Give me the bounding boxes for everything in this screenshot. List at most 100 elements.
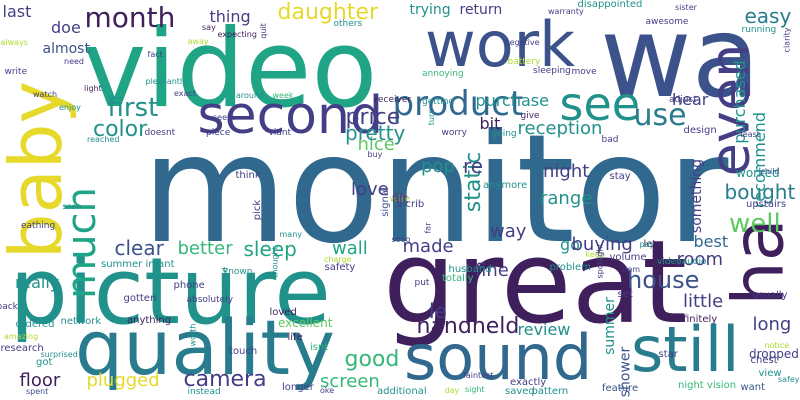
word-use: use <box>633 98 687 133</box>
word-love: love <box>351 179 389 200</box>
word-still: still <box>631 313 740 386</box>
word-sight: sight <box>465 385 485 394</box>
word-day: day <box>444 386 460 395</box>
word-around: around <box>236 91 265 100</box>
word-set: set <box>617 289 633 300</box>
word-told: told <box>220 267 230 283</box>
word-really: really <box>15 273 60 292</box>
word-want: want <box>740 382 766 393</box>
word-watch: watch <box>33 90 58 99</box>
word-daughter: daughter <box>277 0 379 25</box>
word-way: way <box>490 221 527 242</box>
word-exact: exact <box>174 89 196 98</box>
word-aft: aft <box>393 194 407 205</box>
word-usually: usually <box>752 290 788 301</box>
word-others: others <box>333 18 363 29</box>
word-volume: volume <box>609 252 647 263</box>
word-doe: doe <box>51 18 81 37</box>
word-anymore: anymore <box>483 180 528 191</box>
word-buy: buy <box>367 150 383 159</box>
word-additional: additional <box>377 386 427 397</box>
word-soon: soon <box>62 202 82 211</box>
word-longer: longer <box>282 382 314 393</box>
word-last: last <box>2 2 32 21</box>
word-camera: camera <box>183 367 267 392</box>
word-second: second <box>197 86 383 146</box>
word-absolutely: absolutely <box>186 294 234 305</box>
word-charge: charge <box>324 255 352 264</box>
word-turn: turn <box>427 108 437 126</box>
word-amazing: amazing <box>4 332 39 341</box>
word-stay: stay <box>609 171 631 182</box>
word-phone: phone <box>173 280 205 291</box>
word-item: item <box>622 265 641 274</box>
word-safety: safety <box>324 262 356 273</box>
word-reached: reached <box>87 135 120 144</box>
word-sooo: sooo <box>391 235 411 244</box>
word-picture: picture <box>9 238 331 345</box>
word-thing: thing <box>209 7 251 26</box>
word-work: work <box>425 8 576 81</box>
word-fact: fact <box>147 50 163 59</box>
word-feature: feature <box>602 383 639 394</box>
word-seem: seem <box>213 113 235 122</box>
word-range: range <box>540 188 593 209</box>
word-warranty: warranty <box>548 7 584 16</box>
word-monitor: monitor <box>141 103 729 277</box>
word-sleeping: sleeping <box>533 65 571 76</box>
word-clarity: clarity <box>781 27 791 53</box>
word-pack: pack <box>0 301 18 312</box>
word-video: video <box>82 7 378 132</box>
word-light: light <box>84 84 102 93</box>
word-gotten: gotten <box>123 293 157 304</box>
word-piece: piece <box>206 127 231 138</box>
word-anything: anything <box>127 315 172 326</box>
word-move: move <box>571 66 597 77</box>
word-pleasantly: pleasantly <box>145 77 187 86</box>
word-isnt: isnt <box>310 342 329 353</box>
word-receiver: receiver <box>374 94 412 105</box>
word-safey: safey <box>778 375 800 384</box>
word-ordered: ordered <box>15 319 55 330</box>
word-upstairs: upstairs <box>746 199 787 210</box>
word-see: see <box>559 77 641 131</box>
word-say: say <box>202 23 216 32</box>
word-something: something <box>689 158 706 234</box>
word-adjust: adjust <box>669 94 697 105</box>
word-away: away <box>187 37 209 46</box>
word-screen: screen <box>320 371 380 392</box>
word-husband: husband <box>448 264 492 275</box>
word-let: let <box>643 239 657 250</box>
word-long: long <box>752 314 792 335</box>
word-annoying: annoying <box>422 68 464 79</box>
word-quit: quit <box>258 23 268 39</box>
word-plugged: plugged <box>86 370 160 391</box>
word-better: better <box>177 238 233 259</box>
word-month: month <box>84 1 176 34</box>
word-got: got <box>36 357 53 368</box>
word-bad: bad <box>601 134 619 145</box>
word-exactly: exactly <box>510 377 547 388</box>
word-worry: worry <box>441 127 467 138</box>
word-videoaudio: videoaudio <box>657 256 707 267</box>
word-think: think <box>235 170 261 181</box>
word-doesnt: doesnt <box>144 127 176 138</box>
word-pay: pay <box>639 240 655 249</box>
word-bought: bought <box>724 180 796 204</box>
word-pick: pick <box>252 199 264 221</box>
word-wall: wall <box>332 238 368 259</box>
word-eathing: eathing <box>21 220 56 231</box>
word-re: re <box>463 154 484 178</box>
word-clear: clear <box>114 236 164 260</box>
word-design: design <box>683 125 717 136</box>
word-house: house <box>627 266 700 294</box>
word-battery: battery <box>507 56 541 67</box>
word-le: le <box>429 299 447 323</box>
word-give: give <box>520 110 540 121</box>
word-best: best <box>693 232 729 251</box>
word-easy: easy <box>744 4 792 28</box>
word-worked: worked <box>736 166 780 180</box>
word-far: far <box>423 222 433 234</box>
word-review: review <box>517 320 571 339</box>
